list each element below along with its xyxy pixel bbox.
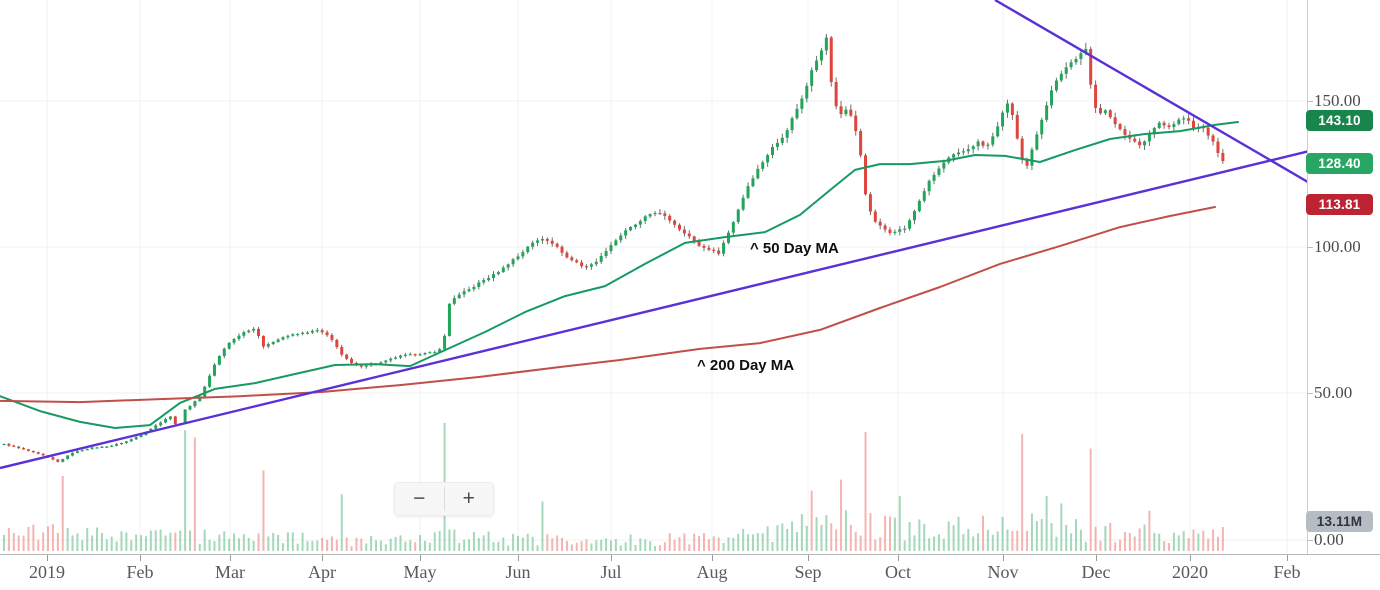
price-axis[interactable] xyxy=(1307,0,1308,554)
time-tick xyxy=(230,555,231,561)
volume-badge: 13.11M xyxy=(1306,511,1373,532)
zoom-out-button[interactable]: − xyxy=(413,487,426,510)
month-label: Sep xyxy=(794,562,822,582)
month-label: Feb xyxy=(1273,562,1301,582)
zoom-in-button[interactable]: + xyxy=(462,487,475,510)
time-tick xyxy=(140,555,141,561)
price-tick-label: 50.00 xyxy=(1314,383,1353,402)
time-tick xyxy=(420,555,421,561)
time-tick xyxy=(712,555,713,561)
price-tick xyxy=(1307,247,1313,248)
month-label: Apr xyxy=(308,562,336,582)
time-tick xyxy=(1287,555,1288,561)
month-label: Oct xyxy=(885,562,911,582)
time-tick xyxy=(898,555,899,561)
time-tick xyxy=(1003,555,1004,561)
gridlines xyxy=(0,0,1307,554)
month-label: May xyxy=(403,562,437,582)
month-label: Feb xyxy=(126,562,154,582)
price-tick-label: 0.00 xyxy=(1314,530,1344,549)
month-label: 2020 xyxy=(1172,562,1208,582)
price-tick-label: 150.00 xyxy=(1314,91,1361,110)
volume-bars xyxy=(3,422,1224,551)
month-label: Jun xyxy=(505,562,531,582)
time-axis[interactable] xyxy=(0,554,1380,555)
ma50-price-badge: 143.10 xyxy=(1306,110,1373,131)
price-tick xyxy=(1307,393,1313,394)
price-tick xyxy=(1307,101,1313,102)
time-tick xyxy=(518,555,519,561)
time-tick xyxy=(1190,555,1191,561)
month-label: Mar xyxy=(215,562,245,582)
time-tick xyxy=(47,555,48,561)
trendline-descending-resistance xyxy=(994,0,1307,183)
plot-area xyxy=(0,0,1307,554)
ma200-price-badge: 113.81 xyxy=(1306,194,1373,215)
month-label: Aug xyxy=(696,562,728,582)
month-label: Nov xyxy=(987,562,1019,582)
time-tick xyxy=(611,555,612,561)
month-label: 2019 xyxy=(29,562,65,582)
price-tick xyxy=(1307,540,1313,541)
ma200-line xyxy=(0,206,1216,404)
zoom-toolbar: − + xyxy=(394,482,494,516)
ma50-line xyxy=(0,121,1239,429)
ma200-annotation: ^ 200 Day MA xyxy=(697,357,795,374)
time-tick xyxy=(322,555,323,561)
toolbar-divider xyxy=(443,487,445,511)
time-tick xyxy=(808,555,809,561)
trendline-ascending-support xyxy=(0,150,1307,470)
price-tick-label: 100.00 xyxy=(1314,237,1361,256)
ma50-annotation: ^ 50 Day MA xyxy=(750,240,839,257)
time-tick xyxy=(1096,555,1097,561)
month-label: Jul xyxy=(600,562,622,582)
last-price-badge: 128.40 xyxy=(1306,153,1373,174)
month-label: Dec xyxy=(1081,562,1111,582)
